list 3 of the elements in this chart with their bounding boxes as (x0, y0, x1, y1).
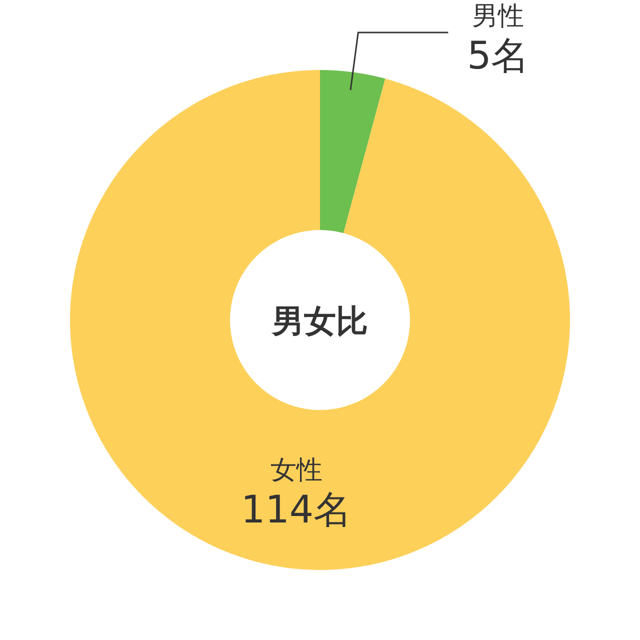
text: 男女比 (271, 302, 368, 340)
slice-label: 男性 (472, 2, 524, 32)
data-label: 5名 (467, 34, 530, 78)
